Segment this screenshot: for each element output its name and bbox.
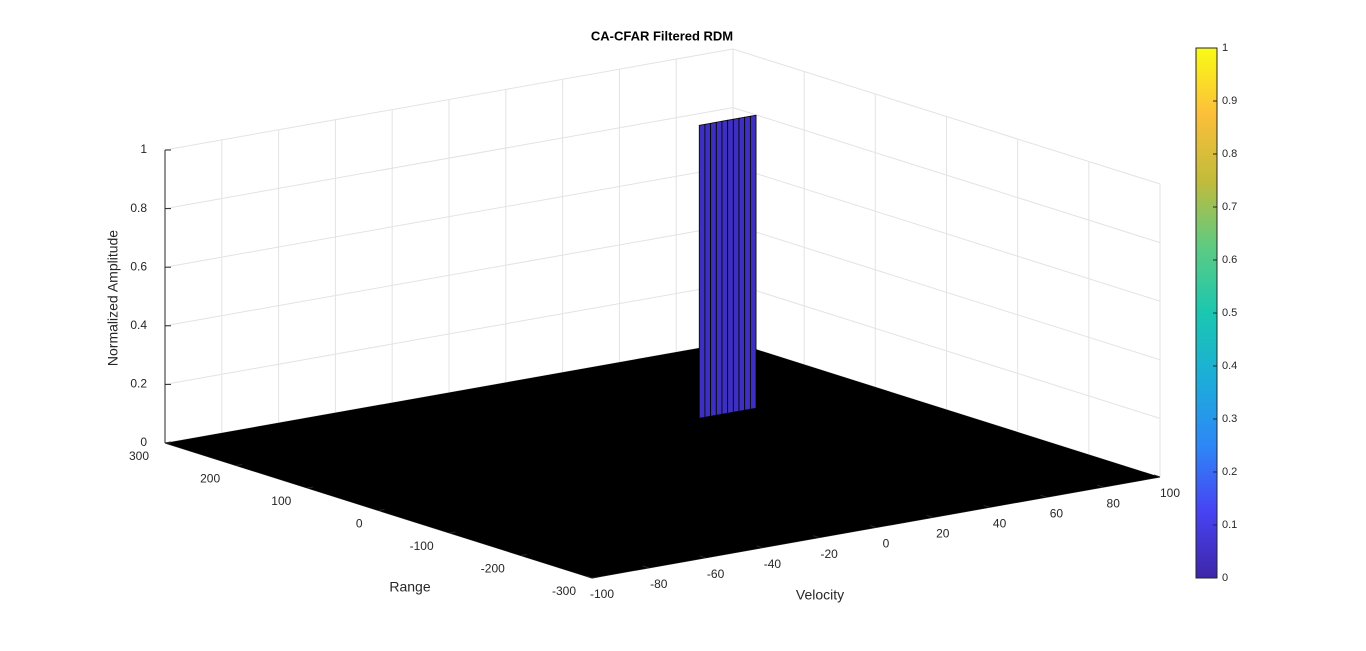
surface-cell xyxy=(721,119,729,415)
y-tick-label: 0 xyxy=(356,517,363,531)
surface-cell xyxy=(732,117,740,413)
colorbar-tick-label: 0.4 xyxy=(1222,360,1237,372)
z-tick-label: 0.6 xyxy=(130,259,147,273)
x-tick-label: -100 xyxy=(590,587,614,601)
grid-line xyxy=(732,165,1161,302)
tick-mark xyxy=(642,565,649,569)
z-tick-label: 0 xyxy=(140,435,147,449)
colorbar-tick-label: 0 xyxy=(1222,572,1228,584)
z-tick-label: 0.8 xyxy=(130,201,147,215)
tick-mark xyxy=(164,441,172,444)
tick-mark xyxy=(585,575,593,579)
tick-mark xyxy=(378,509,385,511)
colorbar-tick-label: 0.8 xyxy=(1222,148,1237,160)
colorbar-tick-label: 0.7 xyxy=(1222,201,1237,213)
x-tick-label: 0 xyxy=(883,537,890,551)
grid-line xyxy=(732,224,1161,361)
x-tick-label: 80 xyxy=(1107,496,1121,510)
surface-cell xyxy=(715,120,723,416)
y-tick-label: 300 xyxy=(129,449,149,463)
tick-mark xyxy=(236,464,243,466)
grid-line xyxy=(164,224,734,327)
colorbar-tick-label: 1 xyxy=(1222,42,1228,54)
chart-title: CA-CFAR Filtered RDM xyxy=(591,28,733,43)
tick-mark xyxy=(591,576,599,579)
tick-mark xyxy=(1097,484,1104,488)
x-tick-label: 100 xyxy=(1160,486,1180,500)
y-tick-label: -100 xyxy=(410,539,434,553)
surface-cell xyxy=(710,121,717,417)
y-tick-label: -300 xyxy=(552,584,576,598)
tick-mark xyxy=(983,504,990,508)
x-tick-label: -80 xyxy=(650,577,668,591)
surface-cell xyxy=(698,123,706,419)
tick-mark xyxy=(756,545,763,549)
grid-line xyxy=(164,282,734,385)
grid-line xyxy=(732,107,1161,244)
x-tick-label: -60 xyxy=(707,567,725,581)
grid-line xyxy=(164,165,734,268)
y-tick-label: -200 xyxy=(481,562,505,576)
colorbar-tick-label: 0.6 xyxy=(1222,254,1237,266)
z-tick-label: 1 xyxy=(140,142,147,156)
x-tick-label: -40 xyxy=(764,557,782,571)
x-tick-label: 20 xyxy=(936,527,950,541)
tick-mark xyxy=(520,554,527,556)
tick-mark xyxy=(1153,474,1161,478)
surface-cell xyxy=(727,118,734,414)
tick-mark xyxy=(926,514,933,518)
colorbar-tick-label: 0.3 xyxy=(1222,413,1237,425)
tick-mark xyxy=(869,525,877,528)
grid-line xyxy=(164,107,734,210)
y-tick-label: 200 xyxy=(200,472,220,486)
tick-mark xyxy=(699,555,706,559)
z-tick-label: 0.2 xyxy=(130,377,147,391)
y-axis-label: Range xyxy=(389,579,430,595)
x-tick-label: -20 xyxy=(821,547,839,561)
colorbar-tick-label: 0.2 xyxy=(1222,466,1237,478)
x-tick-label: 40 xyxy=(993,516,1007,530)
colorbar-tick-label: 0.5 xyxy=(1222,307,1237,319)
surface-cell xyxy=(749,114,757,410)
z-tick-label: 0.4 xyxy=(130,318,147,332)
tick-mark xyxy=(1040,494,1047,498)
grid-line xyxy=(164,48,734,151)
colorbar-tick-label: 0.9 xyxy=(1222,95,1237,107)
colorbar-tick-label: 0.1 xyxy=(1222,519,1237,531)
surface-cell xyxy=(704,122,712,418)
z-axis-label: Normalized Amplitude xyxy=(105,230,121,366)
surface-cell xyxy=(738,116,746,412)
surface-cell xyxy=(744,115,751,411)
surface-floor xyxy=(165,342,1160,578)
grid-line xyxy=(732,48,1161,185)
grid-line xyxy=(732,282,1161,419)
tick-mark xyxy=(449,531,456,534)
x-tick-label: 60 xyxy=(1050,506,1064,520)
tick-mark xyxy=(307,486,314,489)
tick-mark xyxy=(813,535,820,539)
y-tick-label: 100 xyxy=(271,494,291,508)
x-axis-label: Velocity xyxy=(796,587,844,603)
